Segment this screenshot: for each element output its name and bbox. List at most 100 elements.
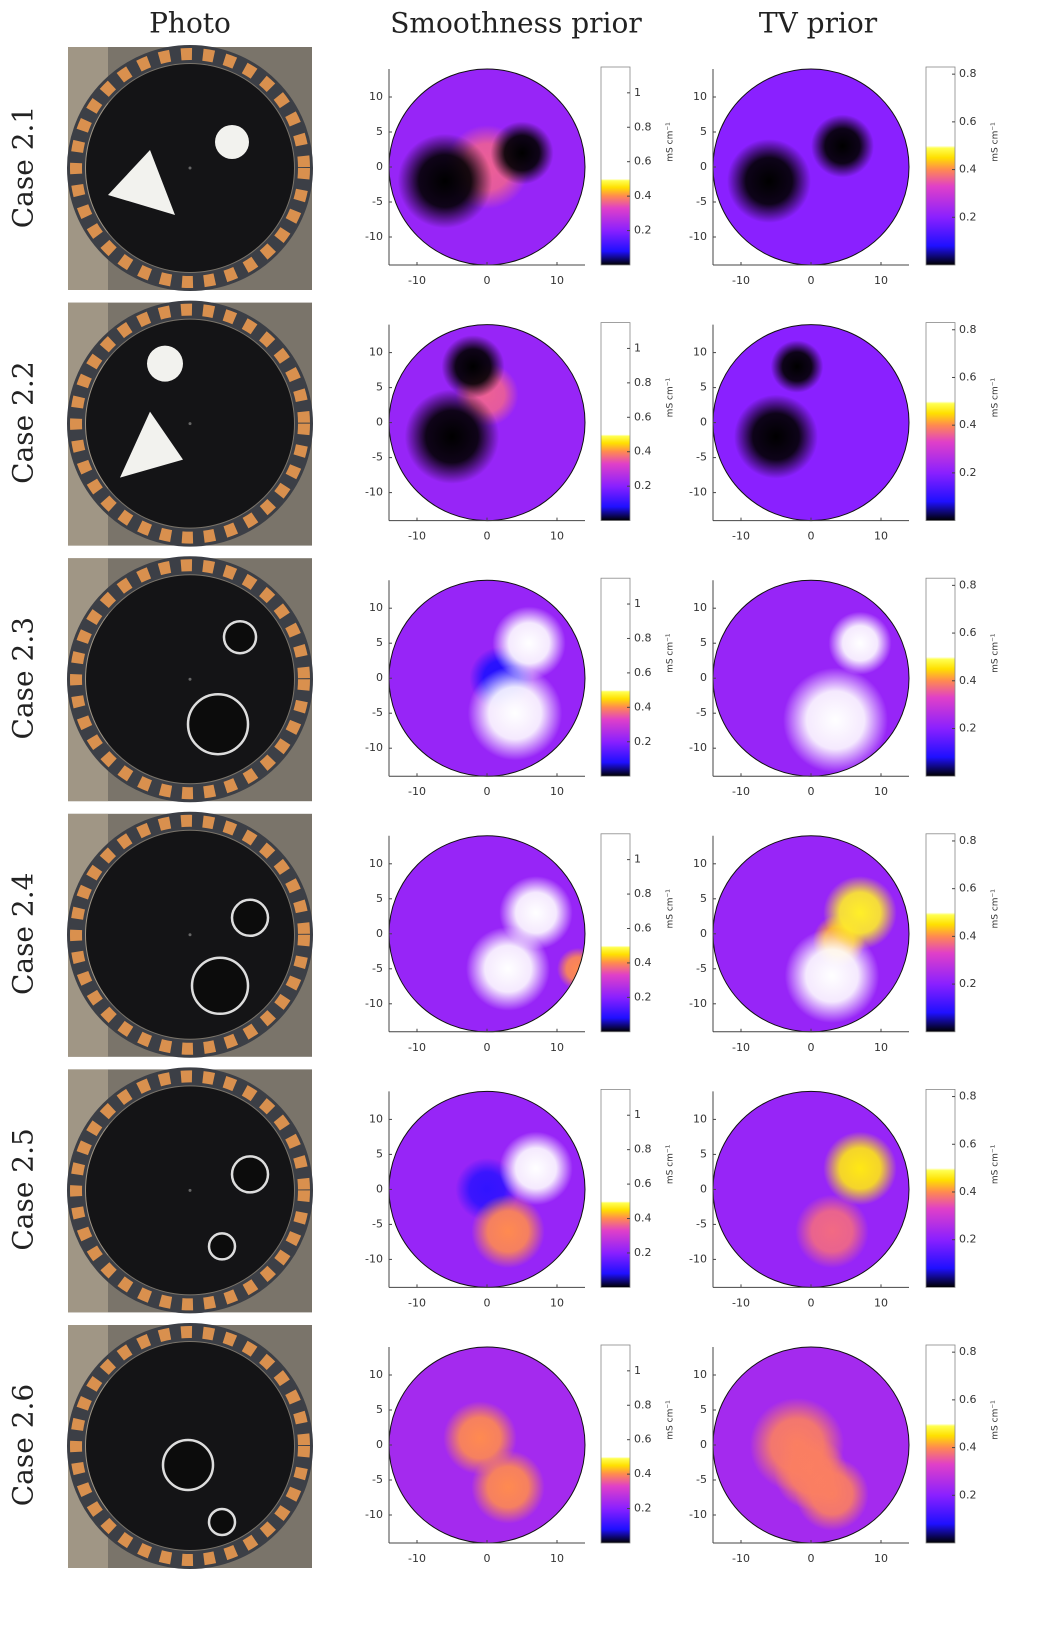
y-tick-label: -10 bbox=[689, 741, 707, 754]
y-tick-label: -10 bbox=[689, 997, 707, 1010]
y-tick-label: -5 bbox=[696, 451, 707, 464]
colorbar-tick-label: 0.6 bbox=[634, 410, 652, 423]
heatmap bbox=[713, 580, 909, 777]
y-tick-label: 5 bbox=[376, 125, 383, 138]
y-tick-label: 0 bbox=[700, 927, 707, 940]
y-tick-label: 0 bbox=[700, 1182, 707, 1195]
colorbar-tick-label: 0.8 bbox=[959, 1345, 977, 1358]
y-tick-label: 0 bbox=[700, 671, 707, 684]
colorbar-label: mS cm⁻¹ bbox=[666, 889, 676, 929]
colorbar-tick-label: 0.2 bbox=[634, 479, 652, 492]
colorbar-tick-label: 1 bbox=[634, 86, 641, 99]
center-dot bbox=[188, 422, 192, 426]
y-tick-label: 10 bbox=[693, 346, 707, 359]
center-dot bbox=[188, 166, 192, 170]
colorbar-tick-label: 1 bbox=[634, 597, 641, 610]
inclusion bbox=[230, 1155, 270, 1194]
heatmap bbox=[713, 69, 909, 265]
colorbar-tick-label: 0.8 bbox=[959, 323, 977, 336]
x-tick-label: 10 bbox=[874, 785, 888, 798]
inclusion bbox=[215, 125, 249, 159]
heatmap bbox=[713, 1091, 909, 1288]
photo bbox=[67, 1323, 313, 1569]
colorbar bbox=[600, 322, 631, 522]
x-tick-label: -10 bbox=[408, 1296, 426, 1309]
colorbar-tick-label: 1 bbox=[634, 1108, 641, 1121]
x-tick-label: -10 bbox=[408, 530, 426, 543]
colorbar-label: mS cm⁻¹ bbox=[666, 378, 676, 418]
colorbar-tick-label: 0.2 bbox=[634, 735, 652, 748]
x-tick-label: 10 bbox=[874, 530, 888, 543]
y-tick-label: -10 bbox=[365, 1252, 383, 1265]
inclusion bbox=[147, 345, 183, 382]
y-tick-label: -5 bbox=[696, 706, 707, 719]
photo bbox=[67, 300, 313, 547]
y-tick-label: 5 bbox=[700, 381, 707, 394]
x-tick-label: 0 bbox=[484, 1041, 491, 1054]
y-tick-label: -10 bbox=[365, 741, 383, 754]
x-tick-label: 0 bbox=[808, 1552, 815, 1565]
y-tick-label: 0 bbox=[376, 160, 383, 173]
y-tick-label: 0 bbox=[700, 160, 707, 173]
x-tick-label: 0 bbox=[484, 785, 491, 798]
colorbar-tick-label: 0.2 bbox=[959, 210, 977, 223]
colorbar-tick-label: 1 bbox=[634, 1364, 641, 1377]
x-tick-label: -10 bbox=[408, 1552, 426, 1565]
blob bbox=[828, 611, 892, 675]
colorbar-tick-label: 0.8 bbox=[959, 578, 977, 591]
heatmap bbox=[389, 835, 585, 1032]
blob bbox=[467, 665, 563, 761]
colorbar-tick-label: 0.6 bbox=[959, 882, 977, 895]
blob bbox=[557, 947, 585, 990]
center-dot bbox=[188, 933, 192, 937]
x-tick-label: 0 bbox=[808, 1296, 815, 1309]
colorbar-tick-label: 0.8 bbox=[634, 631, 652, 644]
y-tick-label: 0 bbox=[700, 416, 707, 429]
colorbar-label: mS cm⁻¹ bbox=[991, 1144, 1001, 1184]
x-tick-label: -10 bbox=[408, 785, 426, 798]
colorbar bbox=[600, 66, 631, 266]
x-tick-label: 10 bbox=[874, 1041, 888, 1054]
x-tick-label: 10 bbox=[550, 1041, 564, 1054]
x-tick-label: -10 bbox=[408, 1041, 426, 1054]
electrodes bbox=[70, 814, 310, 1055]
blob bbox=[492, 606, 566, 680]
heatmap bbox=[389, 580, 585, 777]
y-tick-label: -10 bbox=[365, 230, 383, 243]
y-tick-label: 5 bbox=[700, 1147, 707, 1160]
colorbar-tick-label: 0.4 bbox=[959, 418, 977, 431]
colorbar-label: mS cm⁻¹ bbox=[666, 1144, 676, 1184]
colorbar-tick-label: 0.6 bbox=[634, 666, 652, 679]
colorbar-label: mS cm⁻¹ bbox=[666, 1400, 676, 1440]
y-tick-label: 10 bbox=[693, 90, 707, 103]
y-tick-label: 10 bbox=[369, 857, 383, 870]
y-tick-label: -5 bbox=[372, 195, 383, 208]
y-tick-label: -10 bbox=[365, 486, 383, 499]
inclusion bbox=[207, 1232, 237, 1261]
center-dot bbox=[188, 677, 192, 681]
y-tick-label: -10 bbox=[689, 1252, 707, 1265]
x-tick-label: -10 bbox=[732, 530, 750, 543]
y-tick-label: 10 bbox=[369, 1368, 383, 1381]
colorbar-tick-label: 0.8 bbox=[959, 1090, 977, 1103]
blob bbox=[471, 1194, 545, 1269]
photo bbox=[67, 811, 313, 1058]
center-dot bbox=[188, 1188, 192, 1192]
colorbar-tick-label: 0.4 bbox=[634, 445, 652, 458]
column-header: Smoothness prior bbox=[390, 7, 642, 40]
x-tick-label: 0 bbox=[808, 785, 815, 798]
blob bbox=[811, 114, 874, 178]
inclusion bbox=[186, 692, 250, 756]
inclusion bbox=[108, 150, 175, 215]
row-label: Case 2.4 bbox=[7, 873, 40, 996]
heatmap bbox=[389, 1347, 585, 1543]
row-label: Case 2.3 bbox=[7, 617, 40, 740]
y-tick-label: 5 bbox=[376, 636, 383, 649]
y-tick-label: 10 bbox=[693, 857, 707, 870]
x-tick-label: -10 bbox=[732, 785, 750, 798]
colorbar-tick-label: 0.4 bbox=[634, 189, 652, 202]
blob bbox=[404, 389, 500, 484]
colorbar-label: mS cm⁻¹ bbox=[991, 1400, 1001, 1440]
colorbar-tick-label: 0.8 bbox=[634, 887, 652, 900]
colorbar-tick-label: 0.6 bbox=[959, 1137, 977, 1150]
